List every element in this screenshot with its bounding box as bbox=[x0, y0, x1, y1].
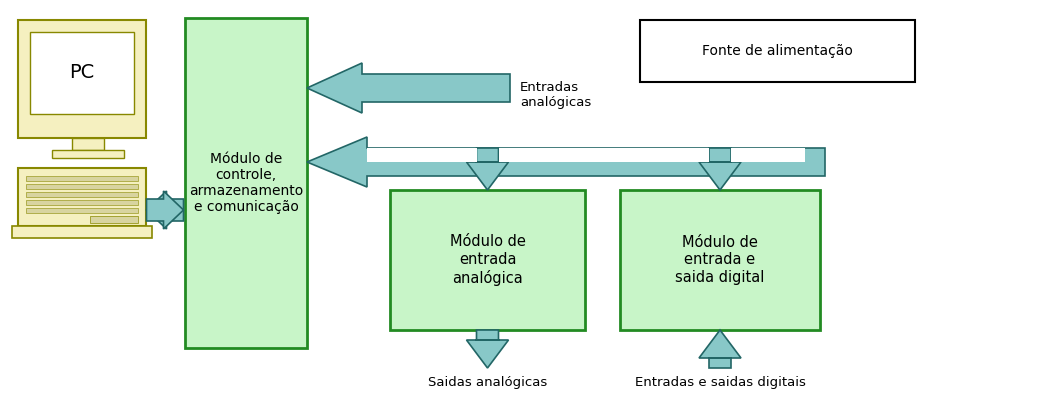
Bar bbox=[12, 226, 152, 238]
Bar bbox=[367, 148, 477, 162]
Bar bbox=[390, 190, 585, 330]
Bar bbox=[26, 176, 138, 181]
Text: Saidas analógicas: Saidas analógicas bbox=[428, 376, 548, 389]
Bar bbox=[52, 150, 124, 158]
Text: Módulo de
entrada e
saida digital: Módulo de entrada e saida digital bbox=[675, 235, 765, 285]
Bar bbox=[90, 216, 138, 223]
Bar bbox=[30, 32, 134, 114]
Bar bbox=[18, 20, 146, 138]
Polygon shape bbox=[146, 191, 184, 229]
Bar bbox=[640, 20, 915, 82]
Polygon shape bbox=[467, 330, 508, 368]
Polygon shape bbox=[146, 191, 184, 229]
Bar bbox=[185, 18, 307, 348]
Text: Módulo de
controle,
armazenamento
e comunicação: Módulo de controle, armazenamento e comu… bbox=[189, 152, 303, 214]
Polygon shape bbox=[307, 63, 510, 113]
Bar bbox=[26, 184, 138, 189]
Bar bbox=[620, 190, 820, 330]
Polygon shape bbox=[467, 148, 508, 190]
Bar bbox=[26, 192, 138, 197]
Bar bbox=[72, 138, 104, 150]
Text: Módulo de
entrada
analógica: Módulo de entrada analógica bbox=[450, 234, 526, 286]
Polygon shape bbox=[699, 330, 741, 368]
Text: PC: PC bbox=[70, 63, 95, 82]
Text: Fonte de alimentação: Fonte de alimentação bbox=[701, 44, 852, 58]
Bar bbox=[26, 200, 138, 205]
Bar bbox=[26, 208, 138, 213]
Text: Entradas e saidas digitais: Entradas e saidas digitais bbox=[635, 376, 805, 389]
Bar bbox=[731, 148, 805, 162]
Polygon shape bbox=[699, 148, 741, 190]
Bar bbox=[499, 148, 709, 162]
Polygon shape bbox=[307, 137, 825, 187]
Text: Entradas
analógicas: Entradas analógicas bbox=[520, 81, 591, 109]
Bar bbox=[18, 168, 146, 226]
